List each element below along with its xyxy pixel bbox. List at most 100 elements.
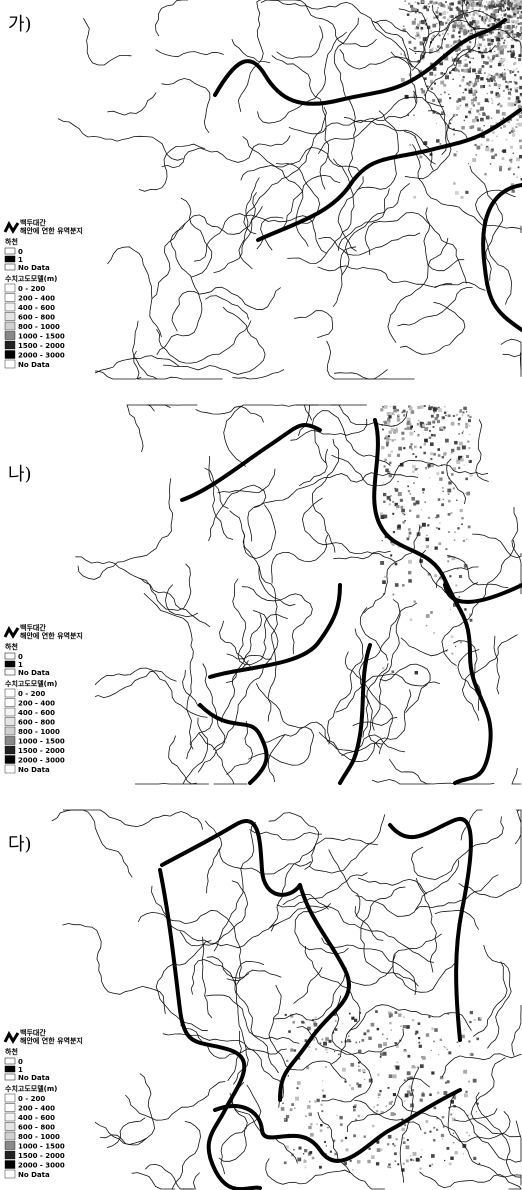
elevation-cell [455, 1151, 458, 1154]
river [360, 607, 388, 660]
elevation-cell [395, 1138, 397, 1140]
elevation-cell [464, 120, 465, 121]
elevation-cell [517, 3, 518, 4]
elevation-cell [407, 1055, 410, 1058]
elevation-cell [286, 1115, 289, 1118]
elevation-cell [410, 493, 411, 494]
elevation-cell [451, 57, 452, 58]
elevation-cell [288, 1075, 289, 1076]
elevation-cell [466, 492, 470, 496]
elevation-cell [427, 524, 429, 526]
elevation-cell [494, 154, 497, 157]
elevation-cell [391, 412, 394, 415]
legend-swatch [5, 669, 15, 675]
elevation-cell [463, 540, 465, 542]
elevation-cell [433, 25, 434, 26]
ridge-line [340, 645, 370, 783]
ridge-line [215, 20, 505, 104]
elevation-cell [449, 72, 451, 74]
elevation-cell [504, 69, 505, 70]
elevation-cell [394, 439, 395, 440]
elevation-cell [468, 1040, 470, 1042]
elevation-cell [445, 1047, 447, 1049]
elevation-cell [308, 1126, 311, 1129]
elevation-cell [501, 58, 502, 59]
river [294, 311, 332, 338]
elevation-cell [480, 118, 484, 122]
elevation-cell [456, 500, 457, 501]
elevation-cell [393, 531, 395, 533]
elevation-cell [446, 1147, 449, 1150]
elevation-cell [429, 437, 432, 440]
river [448, 1106, 521, 1162]
elevation-cell [407, 537, 410, 540]
river [258, 32, 347, 123]
elevation-cell [407, 1071, 411, 1075]
elevation-cell [500, 127, 502, 129]
elevation-cell [464, 407, 467, 410]
elevation-cell [469, 90, 473, 94]
elevation-cell [400, 53, 402, 55]
legend-text: 백두대간 [20, 623, 46, 632]
elevation-cell [408, 3, 410, 5]
elevation-cell [468, 30, 470, 32]
elevation-cell [514, 57, 516, 59]
elevation-cell [449, 97, 451, 99]
elevation-cell [443, 499, 445, 501]
elevation-cell [453, 487, 455, 489]
elevation-cell [450, 609, 451, 610]
elevation-cell [436, 414, 439, 417]
elevation-cell [401, 509, 405, 513]
elevation-cell [476, 79, 478, 81]
elevation-cell [434, 574, 437, 577]
elevation-cell [503, 8, 505, 10]
elevation-cell [404, 1079, 406, 1081]
elevation-cell [518, 123, 522, 127]
elevation-cell [431, 1154, 435, 1158]
elevation-cell [448, 531, 450, 533]
elevation-cell [433, 426, 435, 428]
elevation-cell [422, 1056, 426, 1060]
elevation-cell [417, 468, 418, 469]
elevation-cell [470, 57, 472, 59]
elevation-cell [488, 18, 490, 20]
elevation-cell [410, 443, 412, 445]
river [277, 873, 368, 908]
elevation-cell [390, 495, 392, 497]
elevation-cell [396, 505, 399, 508]
elevation-cell [476, 110, 479, 113]
legend-swatch [5, 1074, 15, 1080]
elevation-cell [457, 1041, 459, 1043]
elevation-cell [376, 1162, 379, 1165]
elevation-cell [442, 416, 445, 419]
elevation-cell [378, 1093, 381, 1096]
elevation-cell [491, 118, 492, 119]
river [147, 405, 198, 411]
elevation-cell [430, 611, 433, 614]
legend-text: 400 - 600 [18, 1114, 55, 1122]
elevation-cell [453, 182, 455, 184]
elevation-cell [468, 163, 469, 164]
elevation-cell [458, 64, 461, 67]
elevation-cell [479, 1163, 481, 1165]
elevation-cell [508, 69, 509, 70]
elevation-cell [423, 492, 425, 494]
elevation-cell [431, 1050, 432, 1051]
elevation-cell [426, 545, 429, 548]
elevation-cell [416, 515, 419, 518]
elevation-cell [412, 465, 416, 469]
river [341, 735, 405, 756]
elevation-cell [394, 1152, 397, 1155]
elevation-cell [458, 21, 462, 25]
elevation-cell [435, 546, 438, 549]
river [138, 910, 241, 984]
elevation-cell [445, 22, 447, 24]
elevation-cell [487, 56, 489, 58]
elevation-cell [396, 428, 397, 429]
river [166, 585, 198, 617]
elevation-cell [394, 1145, 396, 1147]
elevation-cell [424, 443, 426, 445]
elevation-cell [480, 77, 483, 80]
river [435, 910, 479, 929]
elevation-cell [500, 7, 502, 9]
